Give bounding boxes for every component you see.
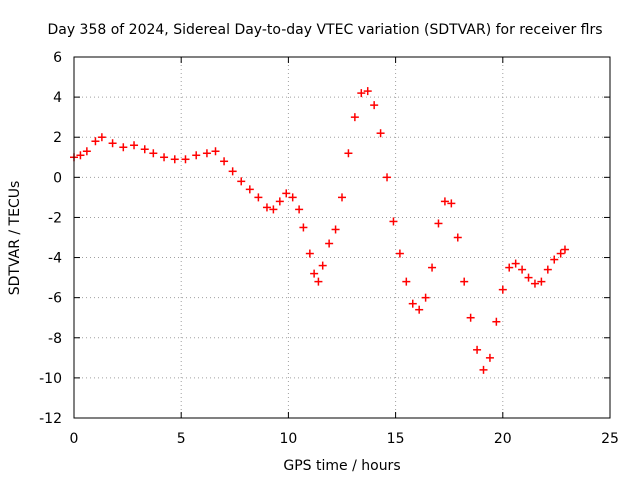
data-point bbox=[295, 205, 304, 214]
data-point bbox=[363, 87, 372, 96]
data-point bbox=[228, 167, 237, 176]
data-point bbox=[389, 217, 398, 226]
data-point bbox=[415, 305, 424, 314]
data-point bbox=[160, 153, 169, 162]
data-point bbox=[181, 155, 190, 164]
data-point bbox=[262, 203, 271, 212]
data-point bbox=[149, 149, 158, 158]
data-point bbox=[383, 173, 392, 182]
data-point bbox=[560, 245, 569, 254]
data-point bbox=[220, 157, 229, 166]
data-point bbox=[305, 249, 314, 258]
tick-labels: 0 5 10 15 20 25 -12 -10 -8 -6 -4 -2 0 2 4 6 bbox=[39, 50, 619, 447]
data-point bbox=[76, 151, 85, 160]
data-point bbox=[344, 149, 353, 158]
axis-ticks bbox=[73, 56, 611, 419]
x-tick-label: 0 bbox=[70, 431, 79, 447]
y-tick-label: 0 bbox=[53, 170, 62, 186]
x-tick-label: 10 bbox=[279, 431, 297, 447]
data-point bbox=[170, 155, 179, 164]
data-point bbox=[408, 299, 417, 308]
data-point bbox=[498, 285, 507, 294]
data-point bbox=[550, 255, 559, 264]
data-point bbox=[524, 273, 533, 282]
data-point bbox=[511, 259, 520, 268]
data-point bbox=[119, 143, 128, 152]
data-point bbox=[91, 137, 100, 146]
x-axis-label: GPS time / hours bbox=[283, 458, 400, 474]
data-point bbox=[357, 89, 366, 98]
data-point bbox=[505, 263, 514, 272]
data-point bbox=[350, 113, 359, 122]
data-point bbox=[269, 205, 278, 214]
data-point bbox=[140, 145, 149, 154]
data-point bbox=[288, 193, 297, 202]
data-point bbox=[275, 197, 284, 206]
data-point bbox=[254, 193, 263, 202]
y-tick-label: -10 bbox=[39, 371, 62, 387]
data-point bbox=[447, 199, 456, 208]
data-point bbox=[370, 101, 379, 110]
grid-lines bbox=[74, 57, 610, 418]
data-point bbox=[421, 293, 430, 302]
data-point bbox=[428, 263, 437, 272]
data-point bbox=[282, 189, 291, 198]
data-point bbox=[237, 177, 246, 186]
data-series bbox=[70, 87, 569, 374]
data-point bbox=[460, 277, 469, 286]
data-point bbox=[211, 147, 220, 156]
data-point bbox=[556, 249, 565, 258]
data-point bbox=[376, 129, 385, 138]
y-tick-label: -8 bbox=[48, 331, 62, 347]
data-point bbox=[338, 193, 346, 202]
data-point bbox=[325, 239, 334, 248]
y-tick-label: 6 bbox=[53, 50, 62, 66]
data-point bbox=[434, 219, 443, 228]
data-point bbox=[440, 197, 449, 206]
chart-title: Day 358 of 2024, Sidereal Day-to-day VTE… bbox=[47, 22, 602, 38]
data-point bbox=[314, 277, 323, 286]
x-tick-label: 20 bbox=[494, 431, 512, 447]
data-point bbox=[310, 269, 319, 278]
data-point bbox=[108, 139, 117, 148]
data-point bbox=[402, 277, 411, 286]
data-point bbox=[453, 233, 462, 242]
y-tick-label: -2 bbox=[48, 210, 62, 226]
data-point bbox=[485, 353, 494, 362]
y-tick-label: -12 bbox=[39, 411, 62, 427]
data-point bbox=[466, 313, 475, 322]
data-point bbox=[299, 223, 308, 232]
data-point bbox=[130, 141, 139, 150]
data-point bbox=[192, 151, 201, 160]
x-tick-label: 5 bbox=[177, 431, 186, 447]
data-point bbox=[318, 261, 327, 270]
data-point bbox=[518, 265, 527, 274]
data-point bbox=[530, 279, 539, 288]
y-tick-label: -6 bbox=[48, 291, 62, 307]
data-point bbox=[245, 185, 254, 194]
x-tick-label: 25 bbox=[601, 431, 619, 447]
data-point bbox=[473, 345, 482, 354]
y-tick-label: 2 bbox=[53, 130, 62, 146]
data-point bbox=[202, 149, 211, 158]
data-point bbox=[82, 147, 91, 156]
data-point bbox=[331, 225, 340, 234]
data-point bbox=[543, 265, 552, 274]
data-point bbox=[479, 365, 488, 374]
data-point bbox=[537, 277, 546, 286]
y-tick-label: 4 bbox=[53, 90, 62, 106]
data-point bbox=[492, 317, 501, 326]
x-tick-label: 15 bbox=[387, 431, 405, 447]
y-tick-label: -4 bbox=[48, 251, 62, 267]
data-point bbox=[97, 133, 106, 142]
y-axis-label: SDTVAR / TECUs bbox=[7, 181, 23, 296]
data-point bbox=[395, 249, 404, 258]
plot-frame bbox=[73, 56, 611, 419]
